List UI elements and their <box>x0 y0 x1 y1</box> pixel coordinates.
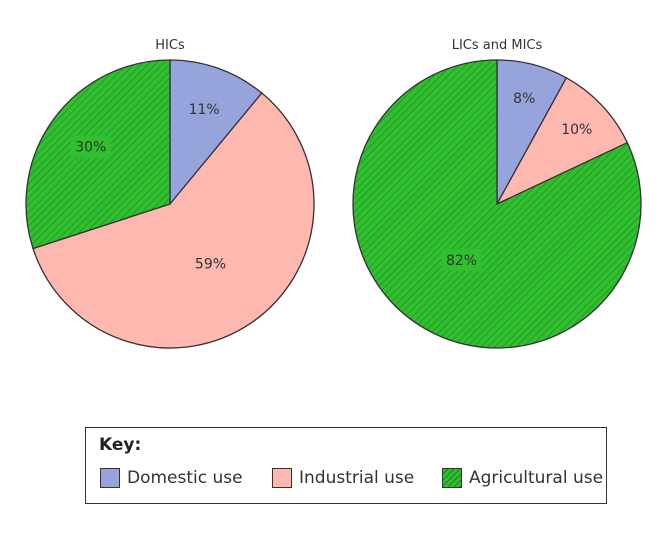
legend-swatch-industrial <box>272 468 292 488</box>
legend-item-domestic: Domestic use <box>100 468 243 488</box>
slice-label-industrial: 10% <box>561 122 592 138</box>
slice-label-agricultural: 82% <box>446 253 477 269</box>
legend-label-agricultural: Agricultural use <box>469 468 604 488</box>
legend-swatch-agricultural <box>442 468 462 488</box>
pie-chart-lics-mics: 8% 10% 82% <box>352 59 642 349</box>
slice-label-background <box>70 135 111 158</box>
slice-label-domestic: 11% <box>189 102 220 118</box>
legend-key: Key: Domestic use Industrial use Agricul… <box>85 427 607 504</box>
pie-slice-industrial <box>495 76 629 206</box>
legend-label-industrial: Industrial use <box>299 468 415 488</box>
pie-charts-figure: HICs LICs and MICs 11% 59% 30% 8% 10% 82% <box>25 38 642 349</box>
pie-slice-domestic <box>169 59 263 206</box>
slice-label-domestic: 8% <box>513 91 535 107</box>
slice-label-industrial: 59% <box>195 257 226 273</box>
legend-title: Key: <box>99 435 142 455</box>
pie-chart-hics: 11% 59% 30% <box>25 59 315 349</box>
chart-title-lics-mics: LICs and MICs <box>452 38 543 53</box>
chart-title-hics: HICs <box>155 38 185 53</box>
slice-label-background <box>441 248 482 271</box>
legend-item-industrial: Industrial use <box>272 468 414 488</box>
legend-label-domestic: Domestic use <box>127 468 243 488</box>
pie-slice-industrial <box>32 92 315 349</box>
slice-label-agricultural: 30% <box>75 139 106 155</box>
legend-item-agricultural: Agricultural use <box>442 468 603 488</box>
legend-swatch-domestic <box>100 468 120 488</box>
pie-slice-agricultural <box>352 59 642 349</box>
